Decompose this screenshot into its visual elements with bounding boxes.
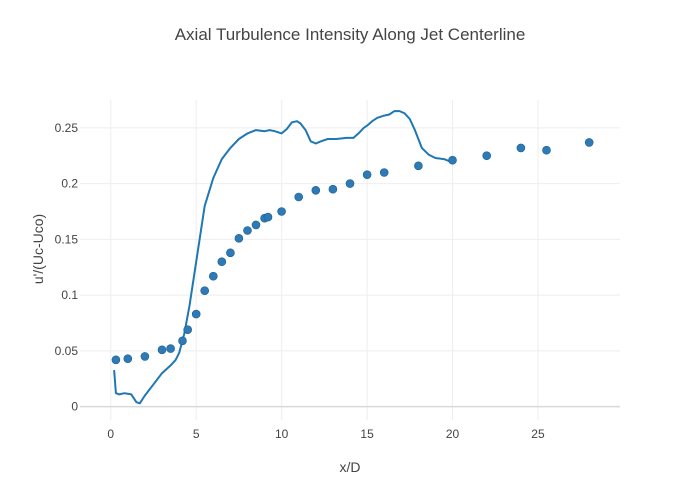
data-point [217,257,227,267]
y-tick-label: 0.1 [61,288,78,302]
chart-title: Axial Turbulence Intensity Along Jet Cen… [175,25,526,44]
data-point [277,207,286,216]
y-tick-label: 0 [71,400,78,414]
data-point [263,212,273,222]
data-point [516,143,526,153]
data-point [328,184,338,194]
y-tick-label: 0.25 [55,121,79,135]
data-point [294,192,304,202]
x-tick-label: 0 [107,427,114,441]
data-point [157,345,167,355]
data-point [414,161,423,171]
data-point [178,336,187,346]
x-tick-label: 5 [193,427,200,441]
data-point [379,168,389,177]
series-line [113,110,454,405]
data-point [191,309,201,319]
data-point [226,248,235,258]
data-point [234,234,244,243]
data-point [448,155,457,165]
data-point [140,352,150,361]
x-axis-label: x/D [340,459,361,475]
y-axis-label: u'/(Uc-Uco) [30,214,46,284]
x-tick-label: 20 [446,427,460,441]
data-point [251,220,261,230]
y-tick-label: 0.15 [55,232,79,246]
series-layer [111,110,594,405]
y-tick-label: 0.2 [61,177,78,191]
x-tick-label: 25 [531,427,545,441]
x-tick-label: 15 [360,427,374,441]
data-point [183,325,192,335]
data-point [482,151,492,160]
data-point [166,344,175,353]
tick-labels: 0 5 10 15 20 25 0 0.05 0.1 0.15 0.2 0.25 [55,121,545,441]
data-point [345,179,355,188]
data-point [209,271,218,281]
data-point [362,170,372,179]
y-tick-label: 0.05 [55,344,79,358]
data-point [311,186,321,195]
data-point [111,355,121,365]
data-point [243,226,252,235]
data-point [123,354,133,364]
data-point [200,286,209,296]
data-point [584,138,594,147]
grid [80,100,620,420]
data-point [542,145,551,155]
x-tick-label: 10 [275,427,289,441]
